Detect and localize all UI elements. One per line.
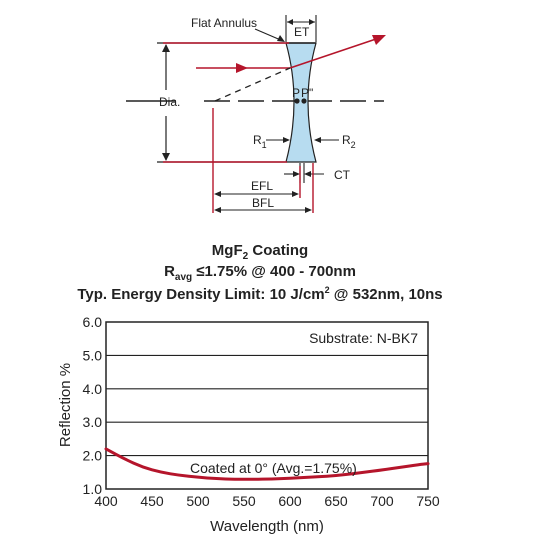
coating-spec: MgF2 Coating Ravg ≤1.75% @ 400 - 700nm T… xyxy=(77,242,442,303)
flat-annulus-label: Flat Annulus xyxy=(191,16,257,30)
dia-arrowhead-bottom xyxy=(162,153,170,161)
y-tick-label: 1.0 xyxy=(83,481,103,497)
ray-refracted xyxy=(289,38,377,69)
x-tick-label: 450 xyxy=(140,493,164,509)
x-tick-label: 700 xyxy=(370,493,394,509)
bfl-arrowhead-right xyxy=(305,207,312,213)
y-axis-label: Reflection % xyxy=(57,363,74,447)
r2-label: R2 xyxy=(342,133,356,150)
y-tick-label: 6.0 xyxy=(83,314,103,330)
plot-frame xyxy=(105,321,429,490)
curve-annotation: Coated at 0° (Avg.=1.75%) xyxy=(190,460,357,476)
grid-lines xyxy=(106,354,428,457)
ray-arrowhead-exit xyxy=(372,35,386,45)
flat-annulus-arrowhead xyxy=(277,35,285,42)
y-tick-label: 2.0 xyxy=(83,448,103,464)
y-tick-label: 4.0 xyxy=(83,381,103,397)
ray-arrowhead-middle xyxy=(236,63,248,73)
x-tick-label: 400 xyxy=(94,493,118,509)
ray-virtual-extension xyxy=(214,67,291,102)
coating-ravg: Ravg ≤1.75% @ 400 - 700nm xyxy=(164,263,356,283)
x-tick-label: 750 xyxy=(416,493,440,509)
coating-title: MgF2 Coating xyxy=(212,242,308,262)
x-tick-label: 600 xyxy=(278,493,302,509)
efl-label: EFL xyxy=(251,179,273,193)
x-tick-labels: 400 450 500 550 600 650 700 750 xyxy=(94,493,440,509)
principal-point-p-double-prime xyxy=(301,98,307,104)
r2-arrowhead xyxy=(314,137,321,143)
bfl-arrowhead-left xyxy=(214,207,221,213)
bfl-label: BFL xyxy=(252,196,274,210)
dia-arrowhead-top xyxy=(162,44,170,52)
efl-arrowhead-left xyxy=(214,191,221,197)
et-arrowhead-left xyxy=(287,19,293,25)
coating-energy-limit: Typ. Energy Density Limit: 10 J/cm2 @ 53… xyxy=(77,285,442,303)
lens-diagram: Dia. ET Flat Annulus P P" R1 xyxy=(126,15,386,213)
et-arrowhead-right xyxy=(309,19,315,25)
y-tick-labels: 1.0 2.0 3.0 4.0 5.0 6.0 xyxy=(83,314,103,497)
principal-point-p xyxy=(294,98,300,104)
y-tick-label: 5.0 xyxy=(83,347,103,363)
substrate-annotation: Substrate: N-BK7 xyxy=(309,330,418,346)
x-tick-label: 500 xyxy=(186,493,210,509)
r1-label: R1 xyxy=(253,133,267,150)
ct-arrowhead-right xyxy=(304,171,311,177)
efl-arrowhead-right xyxy=(292,191,299,197)
series-group xyxy=(104,447,430,481)
lens-body xyxy=(285,42,317,163)
r1-arrowhead xyxy=(283,137,290,143)
x-tick-label: 650 xyxy=(324,493,348,509)
series-line-0 xyxy=(104,447,430,481)
ct-label: CT xyxy=(334,168,351,182)
x-tick-label: 550 xyxy=(232,493,256,509)
p-double-prime-label: P" xyxy=(301,86,313,100)
et-label: ET xyxy=(294,25,310,39)
dia-label: Dia. xyxy=(159,95,180,109)
x-axis-label: Wavelength (nm) xyxy=(210,518,324,535)
p-label: P xyxy=(292,86,300,100)
ct-arrowhead-left xyxy=(293,171,300,177)
reflection-chart: 1.0 2.0 3.0 4.0 5.0 6.0 400 450 500 550 600 650 700… xyxy=(57,314,440,535)
y-tick-label: 3.0 xyxy=(83,414,103,430)
